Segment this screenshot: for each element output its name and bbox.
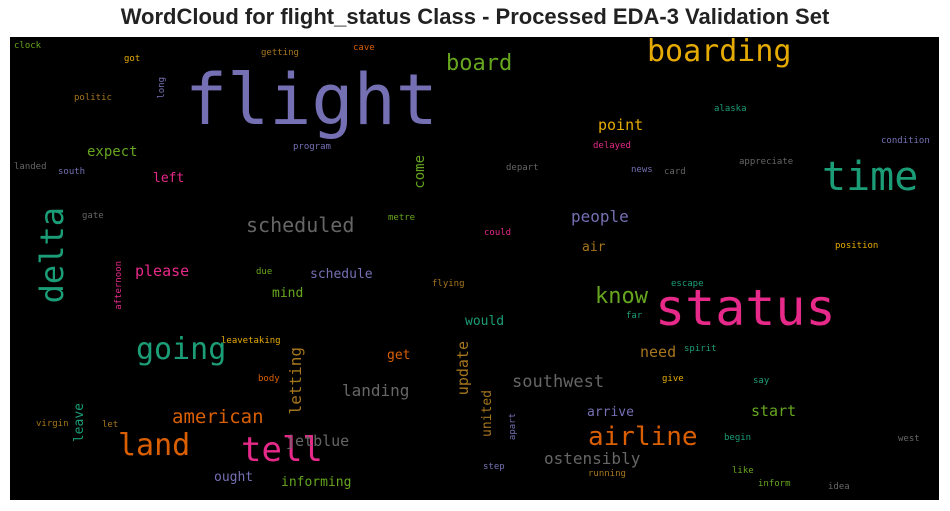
cloud-word: inform [758,479,791,489]
cloud-word: news [631,165,653,175]
cloud-word: landing [342,381,410,400]
cloud-word: delayed [593,141,631,151]
cloud-word: left [153,171,185,186]
cloud-word: cave [353,43,375,53]
cloud-word: depart [506,163,539,173]
cloud-word: leavetaking [221,336,281,346]
cloud-word: board [446,51,513,76]
cloud-word: let [102,420,119,430]
word-cloud: flight status time boarding delta tell land goi… [10,37,939,500]
cloud-word: gate [82,211,104,221]
cloud-word: delta [33,207,71,304]
cloud-word: could [484,228,512,238]
cloud-word: escape [671,279,704,289]
cloud-word: united [480,390,495,437]
cloud-word: air [582,240,606,255]
cloud-word: south [58,167,86,177]
cloud-word: appreciate [739,157,794,167]
cloud-word: getting [261,48,299,58]
cloud-word: mind [272,286,304,301]
cloud-word: point [598,116,644,134]
cloud-word: politic [74,93,112,103]
cloud-word: afternoon [114,261,124,310]
cloud-word: program [293,142,331,152]
cloud-word: need [640,343,677,361]
cloud-word: idea [828,482,850,492]
cloud-word: got [124,54,141,64]
cloud-word: virgin [36,419,69,429]
cloud-word: long [157,77,167,99]
cloud-word: ought [214,470,254,485]
cloud-word: would [465,314,505,329]
cloud-word: jetblue [286,432,350,450]
cloud-word: people [571,207,629,226]
cloud-word: american [172,406,264,428]
cloud-word: position [835,241,879,251]
cloud-word: say [753,376,770,386]
cloud-word: running [588,469,626,479]
cloud-word: step [483,462,505,472]
cloud-word: begin [724,433,752,443]
cloud-word: alaska [714,104,747,114]
cloud-word: flight [185,59,438,141]
cloud-word: airline [588,422,698,452]
cloud-word: condition [881,136,930,146]
cloud-word: landed [14,162,47,172]
cloud-word: going [136,332,227,367]
cloud-word: spirit [684,344,717,354]
cloud-word: come [412,155,428,189]
cloud-word: body [258,374,280,384]
cloud-word: metre [388,213,416,223]
cloud-word: land [118,428,191,463]
cloud-word: far [626,311,643,321]
cloud-word: scheduled [246,213,355,237]
cloud-word: informing [281,475,352,490]
cloud-word: tell [241,430,323,470]
cloud-word: get [387,348,411,363]
cloud-word: know [595,284,648,309]
cloud-word: due [256,267,273,277]
chart-title: WordCloud for flight_status Class - Proc… [120,4,830,29]
cloud-word: leave [72,403,87,443]
cloud-word: status [655,279,836,337]
cloud-word: west [898,434,920,444]
cloud-word: flying [432,279,465,289]
cloud-word: time [822,154,919,200]
cloud-word: give [662,374,684,384]
cloud-word: letting [286,347,305,415]
cloud-word: ostensibly [544,449,641,468]
cloud-word: arrive [587,405,634,420]
cloud-word: apart [508,413,518,441]
cloud-word: card [664,167,686,177]
cloud-word: like [732,466,754,476]
cloud-word: southwest [512,372,605,392]
cloud-word: clock [14,41,42,51]
cloud-word: expect [87,144,138,160]
cloud-word: please [135,262,190,280]
cloud-word: schedule [310,267,373,282]
cloud-word: start [751,402,797,420]
cloud-word: update [454,341,472,396]
cloud-word: boarding [647,37,792,69]
